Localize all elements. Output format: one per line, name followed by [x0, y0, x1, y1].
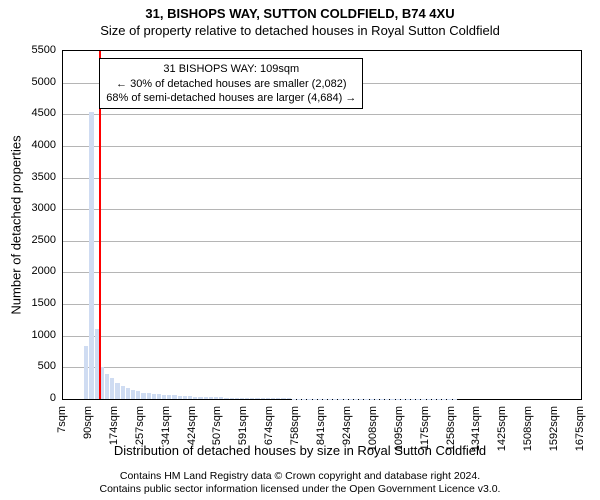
- histogram-bar: [167, 395, 171, 399]
- histogram-bar: [255, 398, 259, 399]
- histogram-bar: [147, 393, 151, 399]
- x-tick-label: 174sqm: [108, 406, 120, 445]
- histogram-bar: [157, 394, 161, 399]
- annotation-line-3: 68% of semi-detached houses are larger (…: [106, 91, 356, 105]
- histogram-bar: [230, 398, 234, 399]
- y-tick-label: 4500: [16, 107, 56, 119]
- chart-footnote: Contains HM Land Registry data © Crown c…: [0, 470, 600, 496]
- histogram-bar: [131, 390, 135, 399]
- histogram-bar: [214, 397, 218, 399]
- histogram-bar: [297, 399, 301, 400]
- y-tick-label: 0: [16, 392, 56, 404]
- histogram-bar: [287, 398, 291, 399]
- chart-title: 31, BISHOPS WAY, SUTTON COLDFIELD, B74 4…: [0, 0, 600, 21]
- y-tick-label: 3000: [16, 202, 56, 214]
- footnote-line-1: Contains HM Land Registry data © Crown c…: [120, 470, 480, 482]
- plot-wrap: 31 BISHOPS WAY: 109sqm ← 30% of detached…: [62, 50, 582, 430]
- x-tick-label: 424sqm: [186, 406, 198, 445]
- y-tick-label: 2000: [16, 265, 56, 277]
- x-tick-label: 924sqm: [341, 406, 353, 445]
- histogram-bar: [183, 396, 187, 399]
- histogram-bar: [105, 374, 109, 399]
- histogram-bar: [193, 397, 197, 399]
- x-tick-label: 758sqm: [289, 406, 301, 445]
- y-axis-ticks: 0 500 1000 1500 2000 2500 3000 3500 4000 4500 5000…: [16, 50, 56, 430]
- histogram-bar: [266, 398, 270, 399]
- histogram-bar: [89, 112, 93, 399]
- histogram-bar: [302, 399, 306, 400]
- histogram-bar: [126, 388, 130, 399]
- histogram-bar: [188, 396, 192, 399]
- histogram-bar: [276, 398, 280, 399]
- histogram-bar: [261, 398, 265, 399]
- histogram-bar: [172, 395, 176, 399]
- histogram-bar: [84, 346, 88, 399]
- x-tick-label: 591sqm: [237, 406, 249, 445]
- histogram-bar: [178, 396, 182, 399]
- annotation-line-2: ← 30% of detached houses are smaller (2,…: [106, 77, 356, 91]
- y-tick-label: 2500: [16, 234, 56, 246]
- y-tick-label: 4000: [16, 139, 56, 151]
- histogram-bar: [245, 398, 249, 399]
- histogram-bar: [281, 398, 285, 399]
- histogram-bar: [115, 383, 119, 399]
- y-tick-label: 1500: [16, 297, 56, 309]
- x-tick-label: 90sqm: [82, 406, 94, 439]
- histogram-bar: [250, 398, 254, 399]
- histogram-bar: [235, 398, 239, 399]
- x-tick-label: 257sqm: [134, 406, 146, 445]
- y-tick-label: 500: [16, 360, 56, 372]
- footnote-line-2: Contains public sector information licen…: [100, 483, 501, 495]
- histogram-bar: [141, 393, 145, 399]
- histogram-bar: [307, 399, 311, 400]
- histogram-bar: [219, 397, 223, 399]
- x-axis-label: Distribution of detached houses by size …: [0, 443, 600, 458]
- histogram-bar: [95, 329, 99, 399]
- annotation-box: 31 BISHOPS WAY: 109sqm ← 30% of detached…: [99, 58, 363, 109]
- histogram-bar: [204, 397, 208, 399]
- histogram-bar: [224, 398, 228, 399]
- histogram-bar: [209, 397, 213, 399]
- y-tick-label: 3500: [16, 171, 56, 183]
- histogram-bar: [121, 386, 125, 399]
- x-tick-label: 7sqm: [56, 406, 68, 433]
- histogram-bar: [198, 397, 202, 399]
- x-tick-label: 341sqm: [160, 406, 172, 445]
- y-tick-label: 5000: [16, 76, 56, 88]
- annotation-line-1: 31 BISHOPS WAY: 109sqm: [106, 62, 356, 76]
- histogram-bar: [240, 398, 244, 399]
- chart-subtitle: Size of property relative to detached ho…: [0, 21, 600, 38]
- x-tick-label: 507sqm: [211, 406, 223, 445]
- x-tick-label: 674sqm: [263, 406, 275, 445]
- histogram-bar: [271, 398, 275, 399]
- histogram-bar: [162, 395, 166, 399]
- plot-area: 31 BISHOPS WAY: 109sqm ← 30% of detached…: [62, 50, 582, 400]
- x-tick-label: 841sqm: [315, 406, 327, 445]
- histogram-bar: [136, 391, 140, 399]
- y-tick-label: 5500: [16, 44, 56, 56]
- histogram-bar: [110, 378, 114, 399]
- histogram-bar: [152, 394, 156, 399]
- histogram-bar: [292, 399, 296, 400]
- y-tick-label: 1000: [16, 329, 56, 341]
